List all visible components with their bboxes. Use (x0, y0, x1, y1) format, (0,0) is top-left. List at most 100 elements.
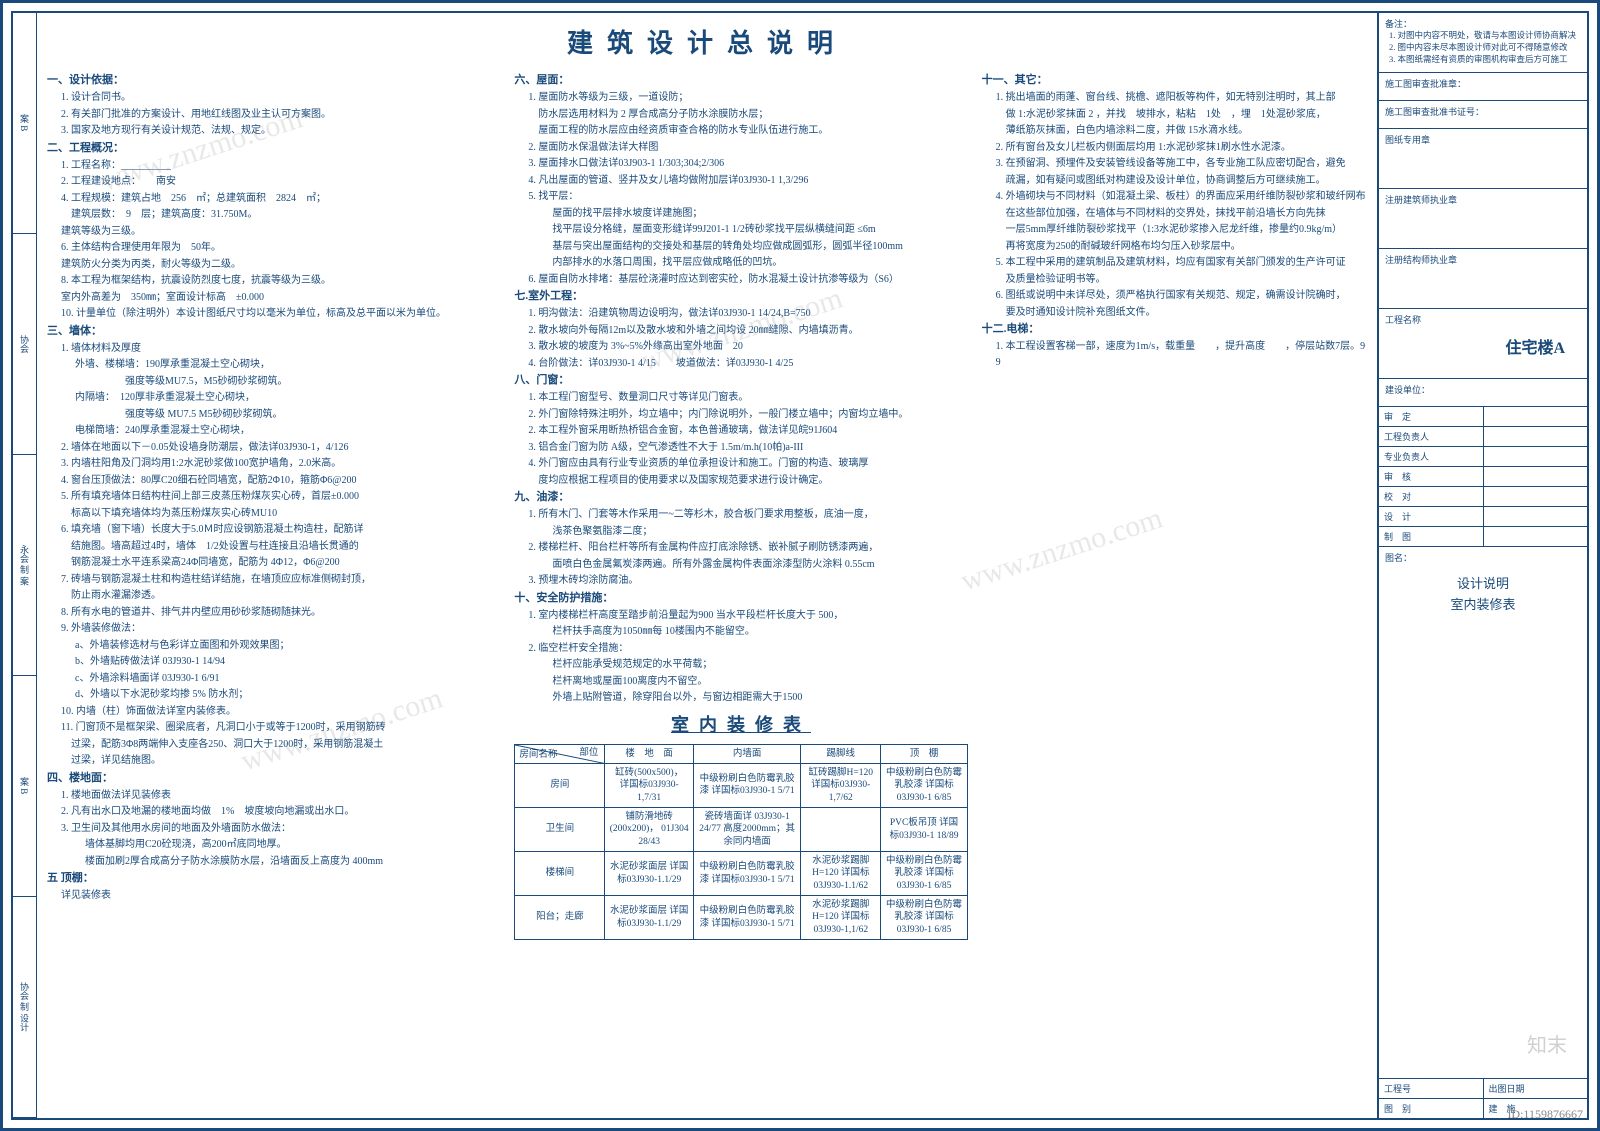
p: 3. 预埋木砖均涂防腐油。 (514, 573, 967, 589)
strip-cell: 案 B (13, 13, 36, 234)
drawing-name-box: 图名： 设计说明 室内装修表 知末 (1379, 547, 1587, 1079)
td: 中级粉刷白色防霉乳胶漆 详国标03J930-1 5/71 (694, 852, 801, 896)
proj-h: 工程名称 (1385, 313, 1581, 326)
p: 6. 填充墙（窗下墙）长度大于5.0Ｍ时应设钢筋混凝土构造柱，配筋详 (47, 522, 500, 538)
p: 在这些部位加强，在墙体与不同材料的交界处，抹找平前沿墙长方向先抹 (982, 206, 1367, 222)
p: 建筑防火分类为丙类，耐火等级为二级。 (47, 257, 500, 273)
architect-stamp-box: 注册建筑师执业章 (1379, 189, 1587, 249)
p: 外墙、楼梯墙：190厚承重混凝土空心砌块， (47, 357, 500, 373)
p: 楼面加刷2厚合成高分子防水涂膜防水层，沿墙面反上高度为 400mm (47, 854, 500, 870)
p: 4. 窗台压顶做法：80厚C20细石砼同墙宽，配筋2Φ10，箍筋Φ6@200 (47, 473, 500, 489)
role: 设 计 (1379, 507, 1484, 526)
p: 5. 找平层： (514, 189, 967, 205)
table-row: 部位 房间名称 楼 地 面 内墙面 踢脚线 顶 棚 (515, 744, 967, 763)
project-name: 住宅楼A (1385, 326, 1581, 362)
p: 2. 临空栏杆安全措施： (514, 641, 967, 657)
f: 工程号 (1379, 1079, 1484, 1098)
th: 踢脚线 (801, 744, 881, 763)
p: 强度等级MU7.5，M5砂砌砂浆砌筑。 (47, 374, 500, 390)
sec8-h: 八、门窗： (514, 372, 967, 389)
p: 及质量检验证明书等。 (982, 272, 1367, 288)
inner-frame: 案 B 协会 永会 制 案 案 B 协会 制 设计 建筑设计总说明 一、设计依据… (11, 11, 1589, 1120)
p: 3. 内墙柱阳角及门洞均用1:2水泥砂浆做100宽护墙角，2.0米高。 (47, 456, 500, 472)
td: 中级粉刷白色防霉乳胶漆 详国标03J930-1 5/71 (694, 896, 801, 940)
p: 1. 工程名称：__________ (47, 158, 500, 174)
p: 找平层设分格缝，屋面变形缝详99J201-1 1/2砖砂浆找平层纵横缝间距 ≤6… (514, 222, 967, 238)
p: 内部排水的水落口周围，找平层应做成略低的凹坑。 (514, 255, 967, 271)
column-1: 一、设计依据： 1. 设计合同书。 2. 有关部门批准的方案设计、用地红线图及业… (47, 72, 500, 940)
sec7-h: 七.室外工程： (514, 288, 967, 305)
left-binding-strip: 案 B 协会 永会 制 案 案 B 协会 制 设计 (13, 13, 37, 1118)
p: 4. 外门窗应由具有行业专业资质的单位承担设计和施工。门窗的构造、玻璃厚 (514, 456, 967, 472)
p: 2. 外门窗除特殊注明外，均立墙中；内门除说明外，一般门楼立墙中；内窗均立墙中。 (514, 407, 967, 423)
strip-cell: 案 B (13, 676, 36, 897)
td: 缸砖(500x500)， 详国标03J930-1,7/31 (605, 763, 694, 807)
p: 9. 外墙装修做法： (47, 621, 500, 637)
main-title: 建筑设计总说明 (47, 23, 1367, 60)
p: 2. 墙体在地面以下－0.05处设墙身防潮层，做法详03J930-1，4/126 (47, 440, 500, 456)
p: 2. 散水坡向外每隔12m以及散水坡和外墙之间均设 20㎜缝隙、内墙填沥青。 (514, 323, 967, 339)
p: a、外墙装修选材与色彩详立面图和外观效果图； (47, 638, 500, 654)
sec5-h: 五 顶棚： (47, 870, 500, 887)
p: 5. 本工程中采用的建筑制品及建筑材料，均应有国家有关部门颁发的生产许可证 (982, 255, 1367, 271)
p: 3. 屋面排水口做法详03J903-1 1/303;304;2/306 (514, 156, 967, 172)
p: 1. 本工程设置客梯一部，速度为1m/s，载重量 ，提升高度 ，停层站数7层。9… (982, 339, 1367, 370)
p: 8. 所有水电的管道井、排气井内壁应用砂砂浆随砌随抹光。 (47, 605, 500, 621)
notes-box: 备注： 1. 对图中内容不明处，敬请与本图设计师协商解决 2. 图中内容未尽本图… (1379, 13, 1587, 73)
td: 中级粉刷白色防霉乳胶漆 详国标03J930-1 5/71 (694, 763, 801, 807)
decoration-table: 部位 房间名称 楼 地 面 内墙面 踢脚线 顶 棚 房间 缸砖(500x500)… (514, 744, 967, 940)
p: 2. 凡有出水口及地漏的楼地面均做 1% 坡度坡向地漏或出水口。 (47, 804, 500, 820)
structural-stamp-box: 注册结构师执业章 (1379, 249, 1587, 309)
p: 屋面的找平层排水坡度详建施图； (514, 206, 967, 222)
p: 10. 计量单位（除注明外）本设计图纸尺寸均以毫米为单位，标高及总平面以米为单位… (47, 306, 500, 322)
p: 防止雨水灌漏渗透。 (47, 588, 500, 604)
role: 制 图 (1379, 527, 1484, 546)
p: 建筑层数： 9 层；建筑高度：31.750M。 (47, 207, 500, 223)
p: 1. 挑出墙面的雨蓬、窗台线、挑檐、遮阳板等构件，如无特别注明时，其上部 (982, 90, 1367, 106)
p: 面喷白色金属氟炭漆两遍。所有外露金属构件表面涂漆型防火涂料 0.55cm (514, 557, 967, 573)
p: 2. 本工程外窗采用断热桥铝合金窗，本色普通玻璃，做法详见皖91J604 (514, 423, 967, 439)
p: 标高以下填充墙体均为蒸压粉煤灰实心砖MU10 (47, 506, 500, 522)
td: PVC板吊顶 详国标03J930-1 18/89 (881, 808, 967, 852)
th-corner: 部位 房间名称 (515, 744, 605, 763)
p: 1. 设计合同书。 (47, 90, 500, 106)
p: 做 1:水泥砂浆抹面 2 ，并找 坡排水，粘粘 1处 ，埋 1处混砂浆底， (982, 107, 1367, 123)
sec6-h: 六、屋面： (514, 72, 967, 89)
p: 4. 凡出屋面的管道、竖井及女儿墙均做附加层详03J930-1 1,3/296 (514, 173, 967, 189)
note: 2. 图中内容未尽本图设计师对此可不得随意修改 (1389, 42, 1581, 54)
id-stamp: ID:1159876667 (1507, 1107, 1583, 1122)
p: 6. 屋面自防水排堵：基层砼浇灌时应达到密实砼，防水混凝土设计抗渗等级为（S6） (514, 272, 967, 288)
p: 3. 卫生间及其他用水房间的地面及外墙面防水做法： (47, 821, 500, 837)
p: 1. 楼地面做法详见装修表 (47, 788, 500, 804)
th: 内墙面 (694, 744, 801, 763)
td: 水泥砂浆面层 详国标03J930-1.1/29 (605, 852, 694, 896)
p: 1. 屋面防水等级为三级，一道设防； (514, 90, 967, 106)
p: 2. 有关部门批准的方案设计、用地红线图及业主认可方案图。 (47, 107, 500, 123)
main-content: 建筑设计总说明 一、设计依据： 1. 设计合同书。 2. 有关部门批准的方案设计… (37, 13, 1377, 1118)
p: 2. 工程建设地点： 南安 (47, 174, 500, 190)
p: 3. 在预留洞、预埋件及安装管线设备等施工中，各专业施工队应密切配合，避免 (982, 156, 1367, 172)
p: d、外墙以下水泥砂浆均掺 5% 防水剂； (47, 687, 500, 703)
note: 3. 本图纸需经有资质的审图机构审查后方可施工 (1389, 54, 1581, 66)
notes-h: 备注： (1385, 17, 1581, 30)
td: 房间 (515, 763, 605, 807)
p: 强度等级 MU7.5 M5砂砌砂浆砌筑。 (47, 407, 500, 423)
p: 屋面工程的防水层应由经资质审查合格的防水专业队伍进行施工。 (514, 123, 967, 139)
table-row: 阳台；走廊 水泥砂浆面层 详国标03J930-1.1/29 中级粉刷白色防霉乳胶… (515, 896, 967, 940)
td: 阳台；走廊 (515, 896, 605, 940)
td: 缸砖踢脚H=120 详国标03J930-1,7/62 (801, 763, 881, 807)
p: 4. 工程规模：建筑占地 256 ㎡；总建筑面积 2824 ㎡； (47, 191, 500, 207)
sec4-h: 四、楼地面： (47, 770, 500, 787)
p: 浅茶色聚氨脂漆二度； (514, 524, 967, 540)
p: 一层5mm厚纤维防裂砂浆找平（1:3水泥砂浆掺入尼龙纤维，掺量约0.9kg/m） (982, 222, 1367, 238)
td: 水泥砂浆踢脚H=120 详国标03J930-1.1/62 (801, 852, 881, 896)
drawing-stamp-box: 图纸专用章 (1379, 129, 1587, 189)
sec2-h: 二、工程概况： (47, 140, 500, 157)
p: 室内外高差为 350㎜；室面设计标高 ±0.000 (47, 290, 500, 306)
p: 2. 楼梯栏杆、阳台栏杆等所有金属构件应打底涂除锈、嵌补腻子刷防锈漆两遍， (514, 540, 967, 556)
p: 薄纸筋灰抹面，白色内墙涂料二度，并做 15水滴水线。 (982, 123, 1367, 139)
roles-box: 审 定 工程负责人 专业负责人 审 核 校 对 设 计 制 图 (1379, 407, 1587, 547)
role: 审 定 (1379, 407, 1484, 426)
p: 3. 国家及地方现行有关设计规范、法规、规定。 (47, 123, 500, 139)
sec1-h: 一、设计依据： (47, 72, 500, 89)
